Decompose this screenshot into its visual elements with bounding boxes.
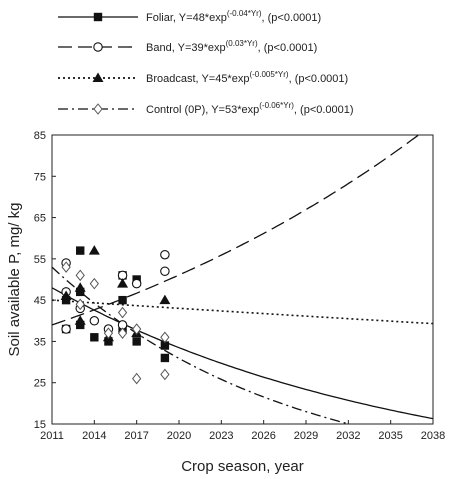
data-points (60, 245, 171, 385)
plot-frame (51, 134, 434, 425)
legend-p-value: , (p<0.0001) (294, 104, 354, 116)
x-tick-label: 2023 (209, 430, 233, 442)
legend-marker-2 (92, 72, 104, 82)
x-tick-label: 2017 (124, 430, 148, 442)
x-tick-label: 2014 (82, 430, 106, 442)
data-point-series-1 (160, 249, 170, 260)
data-point-series-0 (61, 295, 71, 305)
chart-legend: Foliar, Y=48*exp(-0.04*Yr), (p<0.0001)Ba… (58, 9, 354, 116)
data-point-series-2 (88, 245, 100, 255)
data-point-series-0 (76, 320, 85, 330)
data-point-series-3 (89, 277, 99, 290)
y-axis: 15 25 35 45 55 65 75 85 (34, 130, 56, 431)
data-point-series-1 (131, 278, 142, 289)
legend-series-name: Band, Y=39*exp (146, 42, 226, 54)
data-point-series-3 (160, 368, 170, 381)
y-tick-label: 25 (34, 378, 46, 390)
data-point-series-3 (103, 327, 114, 339)
legend-label-1: Band, Y=39*exp(0.03*Yr), (p<0.0001) (146, 39, 317, 54)
data-point-series-0 (160, 341, 170, 350)
fit-lines (52, 135, 433, 424)
x-tick-label: 2035 (378, 430, 402, 442)
data-point-series-2 (74, 315, 86, 325)
y-tick-label: 85 (34, 130, 46, 142)
legend-series-name: Broadcast, Y=45*exp (146, 73, 249, 85)
legend-series-name: Foliar, Y=48*exp (146, 12, 227, 24)
data-point-series-3 (132, 372, 142, 385)
legend-marker-3 (93, 103, 103, 115)
data-point-series-0 (160, 353, 170, 363)
legend-p-value: , (p<0.0001) (262, 12, 322, 24)
data-point-series-2 (159, 294, 171, 305)
data-point-series-1 (160, 266, 170, 276)
legend-exponent: (-0.04*Yr) (227, 9, 262, 18)
y-axis-title: Soil available P, mg/ kg (6, 203, 23, 357)
fit-line-3 (52, 266, 352, 424)
data-point-series-1 (61, 324, 71, 334)
data-point-series-0 (90, 333, 99, 342)
plot-area: 2011 2014 2017 2020 2023 2026 2029 2032 2035 2038… (34, 130, 445, 442)
data-point-series-3 (117, 327, 128, 339)
data-point-series-3 (132, 323, 142, 335)
y-tick-label: 45 (34, 295, 46, 307)
data-point-series-2 (60, 290, 72, 301)
data-point-series-3 (117, 306, 128, 319)
legend-marker-1 (93, 42, 103, 52)
x-axis-title: Crop season, year (181, 458, 304, 475)
data-point-series-2 (117, 278, 129, 288)
legend-exponent: (-0.06*Yr) (259, 101, 294, 110)
data-point-series-1 (89, 316, 100, 326)
x-tick-label: 2032 (336, 430, 360, 442)
fit-line-1 (52, 135, 420, 326)
legend-label-2: Broadcast, Y=45*exp(-0.005*Yr), (p<0.000… (146, 70, 348, 85)
legend-label-3: Control (0P), Y=53*exp(-0.06*Yr), (p<0.0… (146, 101, 354, 116)
legend-p-value: , (p<0.0001) (289, 73, 349, 85)
data-point-series-0 (132, 337, 141, 346)
y-tick-label: 55 (34, 254, 46, 266)
y-tick-label: 65 (34, 213, 46, 225)
data-point-series-2 (74, 282, 86, 292)
legend-marker-0 (93, 12, 103, 22)
data-point-series-3 (75, 269, 85, 282)
x-tick-label: 2038 (421, 430, 445, 442)
x-axis: 2011 2014 2017 2020 2023 2026 2029 2032 2035 2038 (40, 420, 445, 442)
x-tick-label: 2011 (40, 430, 64, 442)
y-tick-label: 35 (34, 336, 46, 348)
data-point-series-0 (104, 337, 113, 346)
fit-line-2 (52, 299, 433, 325)
legend-series-name: Control (0P), Y=53*exp (146, 104, 259, 116)
data-point-series-3 (160, 331, 170, 344)
y-tick-label: 75 (34, 171, 46, 183)
legend-p-value: , (p<0.0001) (258, 42, 318, 54)
fit-line-0 (52, 287, 433, 420)
data-point-series-3 (75, 298, 85, 311)
data-point-series-3 (61, 261, 71, 273)
data-point-series-0 (76, 287, 85, 297)
data-point-series-0 (118, 295, 127, 305)
legend-label-0: Foliar, Y=48*exp(-0.04*Yr), (p<0.0001) (146, 9, 321, 24)
data-point-series-0 (76, 246, 85, 255)
legend-exponent: (-0.005*Yr) (249, 70, 288, 79)
legend-exponent: (0.03*Yr) (226, 39, 258, 48)
x-tick-label: 2020 (167, 430, 191, 442)
x-tick-label: 2029 (294, 430, 318, 442)
y-tick-label: 15 (34, 419, 46, 431)
x-tick-label: 2026 (251, 430, 275, 442)
